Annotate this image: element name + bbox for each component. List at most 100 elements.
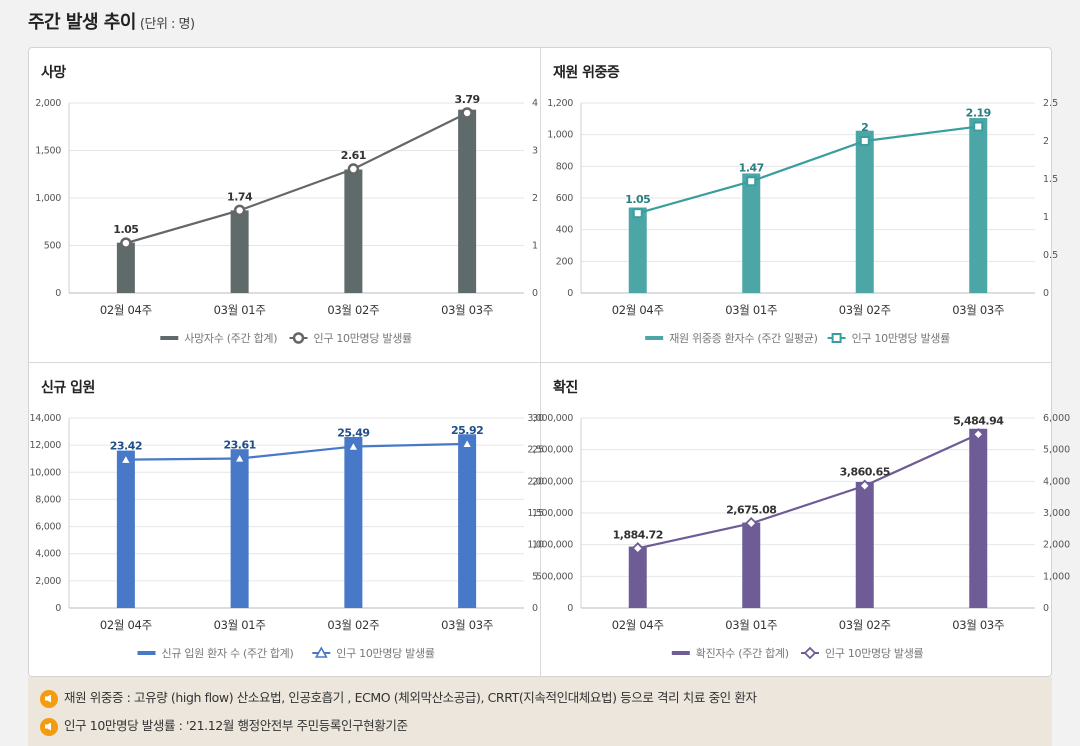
y-left-tick-label: 12,000: [30, 440, 62, 451]
y-right-tick-label: 10: [532, 540, 544, 551]
legend-bar-label: 사망자수 (주간 합계): [184, 332, 277, 345]
x-tick-label: 02월 04주: [612, 618, 664, 632]
data-label: 2,675.08: [726, 503, 776, 516]
y-right-tick-label: 0: [1043, 603, 1049, 614]
x-tick-label: 03월 02주: [327, 618, 379, 632]
y-left-tick-label: 10,000: [30, 467, 62, 478]
y-left-tick-label: 1,200: [547, 98, 573, 109]
legend: 사망자수 (주간 합계) 인구 10만명당 발생률: [160, 332, 412, 345]
y-right-tick-label: 30: [532, 413, 544, 424]
rate-point: [973, 121, 984, 132]
y-right-tick-label: 1: [1043, 212, 1049, 223]
deaths-chart: 0 500 1,000 1,500 2,000 0 1 2 3 4 02월 04주 03월 01주 03…: [35, 93, 538, 345]
rate-point: [631, 542, 645, 555]
rate-point: [744, 517, 758, 530]
x-tick-label: 03월 01주: [725, 618, 777, 632]
bar: [628, 207, 647, 293]
x-tick-label: 03월 01주: [214, 618, 266, 632]
panel-confirmed: 확진 0 500,000 1,000,000 1,500,000 2,000,000 2,…: [527, 363, 1070, 677]
data-label: 2.19: [966, 107, 991, 120]
charts-board: 사망 0 500 1,000 1,500 2,000 0 1 2 3 4 02월 04주 03월 01…: [28, 47, 1070, 677]
note-item: 인구 10만명당 발생률 : '21.12월 행정안전부 주민등록인구현황기준: [40, 715, 408, 736]
panel-divider-horizontal: [29, 362, 1051, 363]
y-right-tick-label: 5,000: [1043, 445, 1070, 456]
data-label: 2.61: [341, 149, 366, 162]
bar: [344, 437, 363, 608]
bar: [742, 522, 761, 608]
y-right-tick-label: 1,000: [1043, 571, 1070, 582]
page-title-text: 주간 발생 추이: [28, 12, 136, 33]
y-right-tick-label: 4: [532, 98, 538, 109]
y-left-tick-label: 1,000: [547, 130, 573, 141]
y-left-tick-label: 0: [567, 288, 573, 299]
bar: [458, 434, 477, 608]
legend-line-label: 인구 10만명당 발생률: [825, 647, 924, 660]
data-label: 1.74: [227, 190, 253, 203]
bar: [458, 109, 477, 294]
rate-point: [971, 428, 985, 441]
legend-line-marker: [831, 333, 842, 343]
y-left-tick-label: 3,000,000: [527, 413, 573, 424]
bar: [116, 242, 135, 293]
x-tick-label: 03월 02주: [839, 303, 891, 317]
data-label: 23.42: [110, 440, 142, 453]
rate-point: [120, 237, 132, 249]
data-label: 1.47: [739, 161, 764, 174]
legend-bar-label: 확진자수 (주간 합계): [696, 647, 789, 660]
legend-bar-swatch: [645, 336, 664, 340]
data-label: 2: [861, 121, 868, 134]
bar: [855, 481, 874, 608]
y-left-tick-label: 2,500,000: [527, 445, 573, 456]
rate-point: [632, 208, 643, 219]
rate-point: [746, 176, 757, 187]
x-tick-label: 03월 03주: [441, 303, 493, 317]
x-tick-label: 02월 04주: [100, 303, 152, 317]
y-right-tick-label: 4,000: [1043, 476, 1070, 487]
x-tick-label: 03월 03주: [952, 303, 1004, 317]
y-right-tick-label: 20: [532, 476, 544, 487]
y-left-tick-label: 6,000: [35, 522, 61, 533]
rate-point: [461, 107, 473, 119]
x-tick-label: 03월 01주: [725, 303, 777, 317]
data-label: 23.61: [223, 438, 255, 451]
bar: [969, 118, 988, 294]
note-item: 재원 위중증 : 고유량 (high flow) 산소요법, 인공호흡기 , E…: [40, 687, 757, 708]
rate-point: [347, 439, 360, 452]
y-right-tick-label: 2.5: [1043, 98, 1058, 109]
data-label: 1.05: [113, 223, 138, 236]
legend-line-marker: [292, 332, 305, 344]
y-left-tick-label: 2,000: [35, 98, 61, 109]
x-tick-label: 02월 04주: [100, 618, 152, 632]
data-label: 25.92: [451, 424, 483, 437]
bar: [230, 210, 249, 293]
y-right-tick-label: 3: [532, 146, 538, 157]
confirmed-chart: 0 500,000 1,000,000 1,500,000 2,000,000 2,500…: [527, 413, 1070, 660]
y-left-tick-label: 500,000: [536, 571, 573, 582]
x-tick-label: 03월 03주: [441, 618, 493, 632]
admissions-chart: 0 2,000 4,000 6,000 8,000 10,000 12,000 14,000 0…: [30, 413, 545, 660]
y-left-tick-label: 2,000: [35, 576, 61, 587]
y-left-tick-label: 200: [556, 256, 573, 267]
legend-line-marker: [803, 646, 817, 660]
data-label: 5,484.94: [953, 414, 1004, 427]
bar: [855, 130, 874, 293]
y-right-tick-label: 3,000: [1043, 508, 1070, 519]
y-left-tick-label: 2,000,000: [527, 476, 573, 487]
speaker-icon: [40, 717, 58, 736]
rate-point: [859, 136, 870, 146]
panel-title-confirmed: 확진: [553, 380, 578, 396]
rate-point: [460, 437, 474, 449]
bar: [230, 449, 249, 608]
legend-bar-swatch: [160, 336, 179, 340]
y-left-tick-label: 1,000,000: [527, 540, 573, 551]
rate-point: [347, 163, 360, 175]
legend-line-label: 인구 10만명당 발생률: [852, 332, 951, 345]
rate-line: [637, 125, 979, 215]
y-left-tick-label: 0: [55, 603, 61, 614]
bar: [628, 546, 647, 608]
rate-line: [125, 442, 468, 461]
data-label: 25.49: [337, 427, 369, 440]
x-tick-label: 03월 01주: [214, 303, 266, 317]
x-tick-label: 02월 04주: [612, 303, 664, 317]
legend-line-label: 인구 10만명당 발생률: [314, 332, 413, 345]
